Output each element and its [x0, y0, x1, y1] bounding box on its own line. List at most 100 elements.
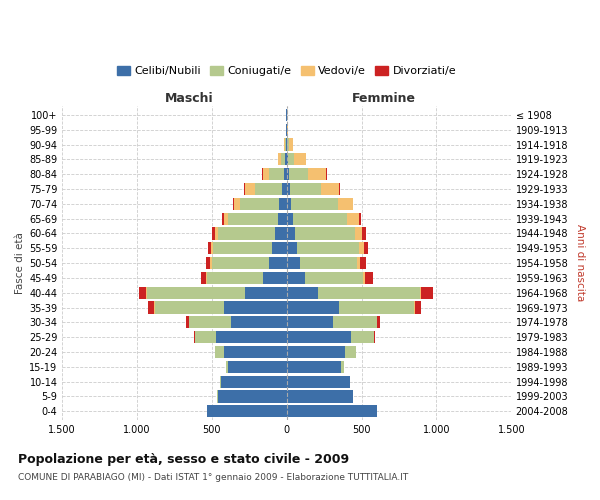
Legend: Celibi/Nubili, Coniugati/e, Vedovi/e, Divorziati/e: Celibi/Nubili, Coniugati/e, Vedovi/e, Di… — [112, 62, 461, 80]
Bar — [245, 183, 255, 195]
Bar — [290, 183, 321, 195]
Y-axis label: Fasce di età: Fasce di età — [15, 232, 25, 294]
Bar — [212, 257, 269, 269]
Bar — [282, 183, 287, 195]
Bar — [286, 138, 287, 150]
Bar — [139, 286, 146, 299]
Bar — [228, 212, 278, 224]
Bar — [339, 302, 414, 314]
Bar — [339, 183, 340, 195]
Bar — [351, 331, 374, 343]
Bar — [255, 183, 282, 195]
Bar — [207, 272, 263, 284]
Bar — [216, 331, 287, 343]
Bar — [221, 376, 287, 388]
Bar — [364, 242, 368, 254]
Bar — [287, 257, 300, 269]
Bar — [210, 257, 212, 269]
Bar — [338, 198, 353, 210]
Bar — [194, 331, 195, 343]
Bar — [291, 198, 338, 210]
Bar — [207, 405, 287, 417]
Bar — [287, 376, 350, 388]
Bar — [297, 242, 359, 254]
Bar — [288, 154, 294, 166]
Bar — [289, 138, 293, 150]
Bar — [363, 272, 365, 284]
Bar — [415, 302, 421, 314]
Text: Maschi: Maschi — [165, 92, 214, 104]
Bar — [305, 272, 363, 284]
Bar — [287, 183, 290, 195]
Bar — [272, 242, 287, 254]
Bar — [360, 257, 366, 269]
Bar — [287, 390, 353, 402]
Bar — [321, 183, 339, 195]
Bar — [287, 346, 345, 358]
Bar — [279, 198, 287, 210]
Bar — [263, 168, 269, 180]
Bar — [308, 168, 326, 180]
Bar — [287, 405, 377, 417]
Bar — [275, 228, 287, 239]
Bar — [300, 257, 357, 269]
Bar — [289, 168, 308, 180]
Text: COMUNE DI PARABIAGO (MI) - Dati ISTAT 1° gennaio 2009 - Elaborazione TUTTITALIA.: COMUNE DI PARABIAGO (MI) - Dati ISTAT 1°… — [18, 472, 408, 482]
Bar — [228, 360, 287, 373]
Bar — [287, 272, 305, 284]
Text: Popolazione per età, sesso e stato civile - 2009: Popolazione per età, sesso e stato civil… — [18, 452, 349, 466]
Bar — [293, 212, 347, 224]
Bar — [287, 331, 351, 343]
Bar — [287, 242, 297, 254]
Bar — [318, 286, 420, 299]
Bar — [224, 302, 287, 314]
Bar — [286, 154, 287, 166]
Bar — [212, 228, 215, 239]
Bar — [377, 316, 380, 328]
Bar — [269, 257, 287, 269]
Bar — [147, 286, 245, 299]
Bar — [269, 168, 284, 180]
Bar — [359, 212, 361, 224]
Bar — [287, 286, 318, 299]
Bar — [262, 168, 263, 180]
Bar — [278, 154, 281, 166]
Bar — [333, 316, 377, 328]
Bar — [287, 302, 339, 314]
Bar — [287, 138, 289, 150]
Bar — [224, 346, 287, 358]
Bar — [215, 346, 224, 358]
Bar — [226, 360, 228, 373]
Bar — [231, 316, 287, 328]
Bar — [186, 316, 189, 328]
Bar — [420, 286, 421, 299]
Bar — [201, 272, 206, 284]
Bar — [345, 346, 356, 358]
Bar — [208, 242, 211, 254]
Bar — [195, 331, 216, 343]
Bar — [234, 198, 240, 210]
Bar — [294, 154, 306, 166]
Bar — [287, 212, 293, 224]
Bar — [189, 316, 231, 328]
Bar — [287, 198, 291, 210]
Bar — [206, 272, 207, 284]
Bar — [347, 212, 359, 224]
Bar — [287, 316, 333, 328]
Bar — [224, 212, 228, 224]
Bar — [240, 198, 279, 210]
Bar — [213, 242, 272, 254]
Bar — [355, 228, 362, 239]
Bar — [287, 360, 341, 373]
Bar — [421, 286, 433, 299]
Bar — [341, 360, 344, 373]
Bar — [287, 154, 288, 166]
Bar — [362, 228, 366, 239]
Bar — [278, 212, 287, 224]
Bar — [233, 198, 234, 210]
Bar — [284, 168, 287, 180]
Bar — [359, 242, 364, 254]
Bar — [285, 138, 286, 150]
Bar — [326, 168, 327, 180]
Bar — [244, 183, 245, 195]
